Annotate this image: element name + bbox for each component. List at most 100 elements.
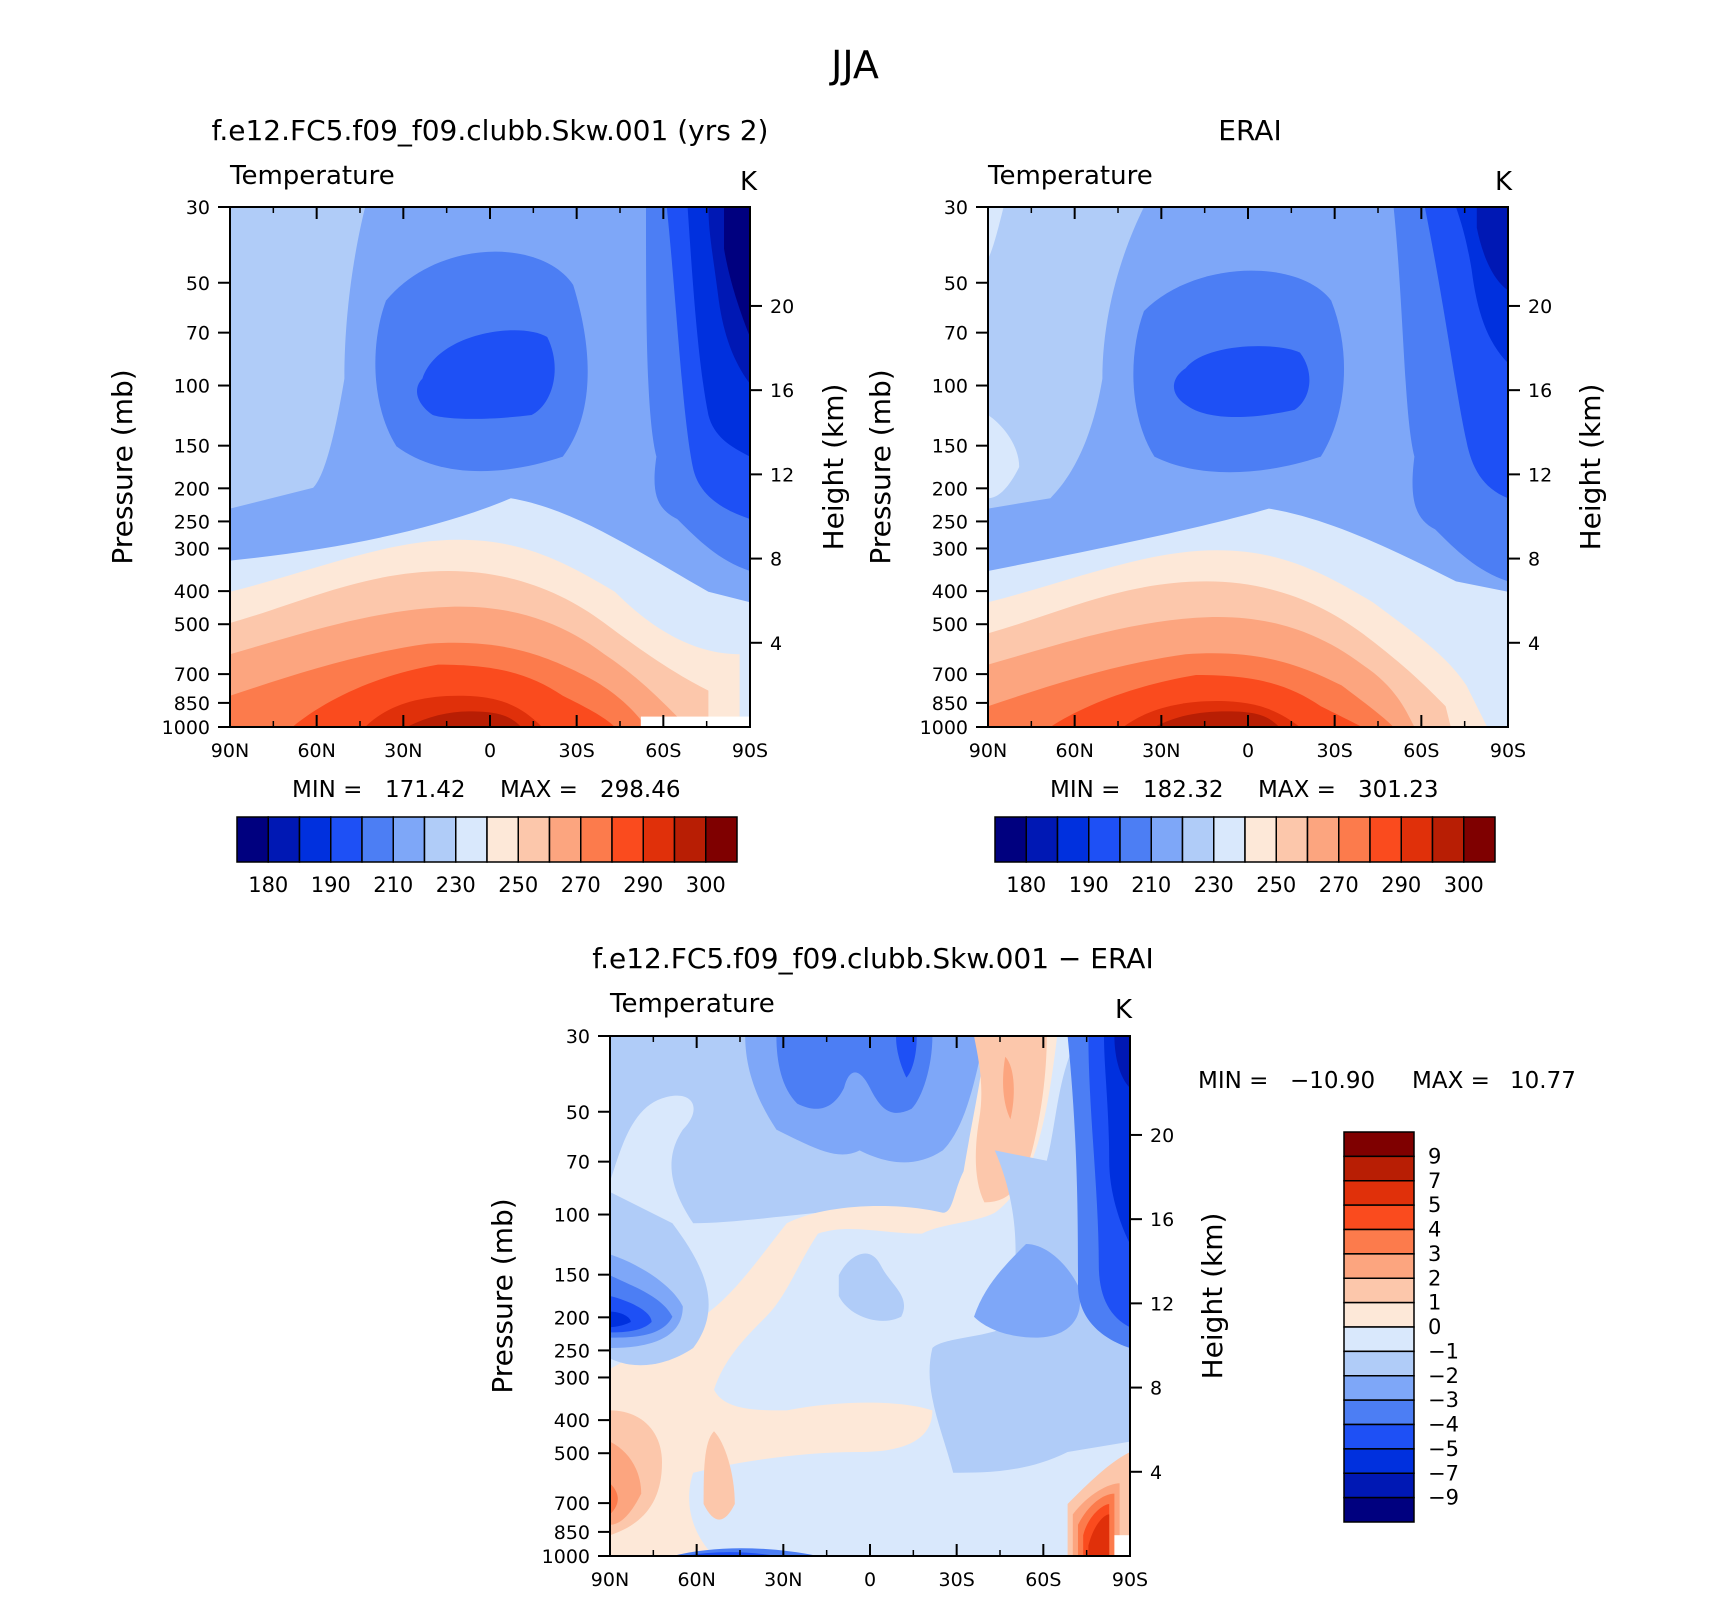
contour-mid-pos2	[703, 1431, 735, 1520]
colorbar-swatch	[611, 816, 644, 863]
y-right-tick-label: 20	[770, 296, 794, 318]
reference-panel: ERAI Temperature K 90N 60N 30N 0 30S 60S 90S 30…	[864, 114, 1607, 897]
x-tick-label: 60N	[677, 1569, 715, 1591]
x-tick-label: 90N	[211, 740, 249, 762]
y-tick-label: 400	[554, 1410, 590, 1432]
y-axis-right-label: Height (km)	[1196, 1213, 1229, 1380]
colorbar-label: −7	[1428, 1461, 1459, 1485]
y-tick-label: 300	[174, 538, 210, 560]
colorbar-swatch	[1343, 1350, 1415, 1377]
y-tick-label: 200	[932, 478, 968, 500]
colorbar-swatch	[1056, 816, 1090, 863]
colorbar-label: 4	[1428, 1218, 1441, 1242]
x-tick-label: 30S	[559, 740, 595, 762]
colorbar-swatch	[1343, 1375, 1415, 1401]
colorbar-swatch	[1343, 1131, 1415, 1158]
x-tick-label: 30N	[764, 1569, 802, 1591]
contour-tropo-290	[1050, 675, 1363, 727]
colorbar-swatch	[1343, 1277, 1415, 1304]
max-value: 298.46	[600, 777, 680, 803]
x-tick-label: 0	[864, 1569, 876, 1591]
y-tick-label: 150	[932, 436, 968, 458]
x-tick-label: 30S	[1317, 740, 1353, 762]
model-panel: f.e12.FC5.f09_f09.clubb.Skw.001 (yrs 2) …	[106, 114, 850, 897]
figure-title: JJA	[829, 43, 879, 87]
x-tick-label: 90S	[732, 740, 768, 762]
colorbar: 180 190 210 230 250 270 290 300	[994, 816, 1496, 897]
contour-tropo-298	[406, 711, 522, 727]
colorbar-label: 230	[436, 873, 476, 897]
y-tick-label: 500	[932, 614, 968, 636]
y-right-tick-label: 12	[1528, 464, 1552, 486]
y-tick-label: 50	[566, 1102, 590, 1124]
colorbar-swatch	[392, 816, 426, 863]
colorbar-swatch	[1119, 816, 1152, 863]
contour-nh-upper-neg5	[610, 1311, 631, 1328]
difference-panel: f.e12.FC5.f09_f09.clubb.Skw.001 − ERAI T…	[486, 942, 1576, 1591]
y-tick-label: 70	[566, 1152, 590, 1174]
y-tick-label: 150	[554, 1265, 590, 1287]
colorbar-swatch	[330, 816, 363, 863]
colorbar-swatch	[455, 816, 488, 863]
colorbar-swatch	[1343, 1204, 1415, 1231]
colorbar-swatch	[1150, 816, 1184, 863]
surface-mask	[1114, 1535, 1130, 1556]
colorbar-swatch	[548, 816, 582, 863]
x-tick-label: 90N	[591, 1569, 629, 1591]
x-tick-label: 90S	[1490, 740, 1526, 762]
x-tick-label: 0	[1242, 740, 1254, 762]
y-tick-label: 700	[932, 664, 968, 686]
y-tick-label: 850	[174, 693, 210, 715]
colorbar-label: 210	[373, 873, 413, 897]
contour-sh-neg2	[974, 1244, 1081, 1338]
colorbar-label: −5	[1428, 1437, 1459, 1461]
min-value: 182.32	[1143, 777, 1223, 803]
colorbar-swatch	[1244, 816, 1277, 863]
colorbar-label: −2	[1428, 1364, 1459, 1388]
colorbar-swatch	[1338, 816, 1371, 863]
colorbar-label: 1	[1428, 1291, 1441, 1315]
axes: 90N 60N 30N 0 30S 60S 90S 30 50 70 100 150 200 250 300…	[920, 197, 1553, 762]
y-tick-label: 150	[174, 436, 210, 458]
x-tick-label: 60S	[1025, 1569, 1061, 1591]
colorbar-label: 270	[561, 873, 601, 897]
colorbar-swatch	[1343, 1448, 1415, 1474]
y-tick-label: 700	[554, 1493, 590, 1515]
colorbar-swatch	[1343, 1155, 1415, 1182]
y-tick-label: 30	[186, 197, 210, 219]
x-tick-label: 60S	[1403, 740, 1439, 762]
colorbar-swatch	[1025, 816, 1059, 863]
colorbar-label: 290	[623, 873, 663, 897]
colorbar-label: 3	[1428, 1242, 1441, 1266]
colorbar-swatch	[1369, 816, 1402, 863]
y-right-tick-label: 8	[770, 549, 782, 571]
colorbar-label: 230	[1194, 873, 1234, 897]
colorbar-label: 190	[1069, 873, 1109, 897]
y-tick-label: 400	[932, 581, 968, 603]
y-right-tick-label: 20	[1150, 1125, 1174, 1147]
colorbar-label: 180	[1006, 873, 1046, 897]
min-label: MIN =	[292, 777, 362, 803]
y-axis-label: Pressure (mb)	[106, 369, 139, 564]
colorbar-swatch	[580, 816, 613, 863]
colorbar-label: 9	[1428, 1144, 1441, 1168]
units-label: K	[1495, 167, 1513, 197]
min-label: MIN =	[1198, 1068, 1268, 1094]
colorbar-label: 7	[1428, 1169, 1441, 1193]
y-right-tick-label: 16	[1150, 1209, 1174, 1231]
y-tick-label: 500	[174, 614, 210, 636]
y-tick-label: 850	[932, 693, 968, 715]
y-tick-label: 300	[932, 538, 968, 560]
contour-mid-pos	[610, 1036, 1058, 1556]
y-right-tick-label: 8	[1528, 549, 1540, 571]
y-tick-label: 250	[932, 511, 968, 533]
y-right-tick-label: 8	[1150, 1378, 1162, 1400]
colorbar-swatch	[423, 816, 457, 863]
contour-tropopause-2	[1173, 346, 1310, 418]
y-tick-label: 200	[174, 478, 210, 500]
y-axis-right-label: Height (km)	[817, 384, 850, 551]
colorbar-swatch	[1181, 816, 1215, 863]
colorbar-label: 2	[1428, 1266, 1441, 1290]
